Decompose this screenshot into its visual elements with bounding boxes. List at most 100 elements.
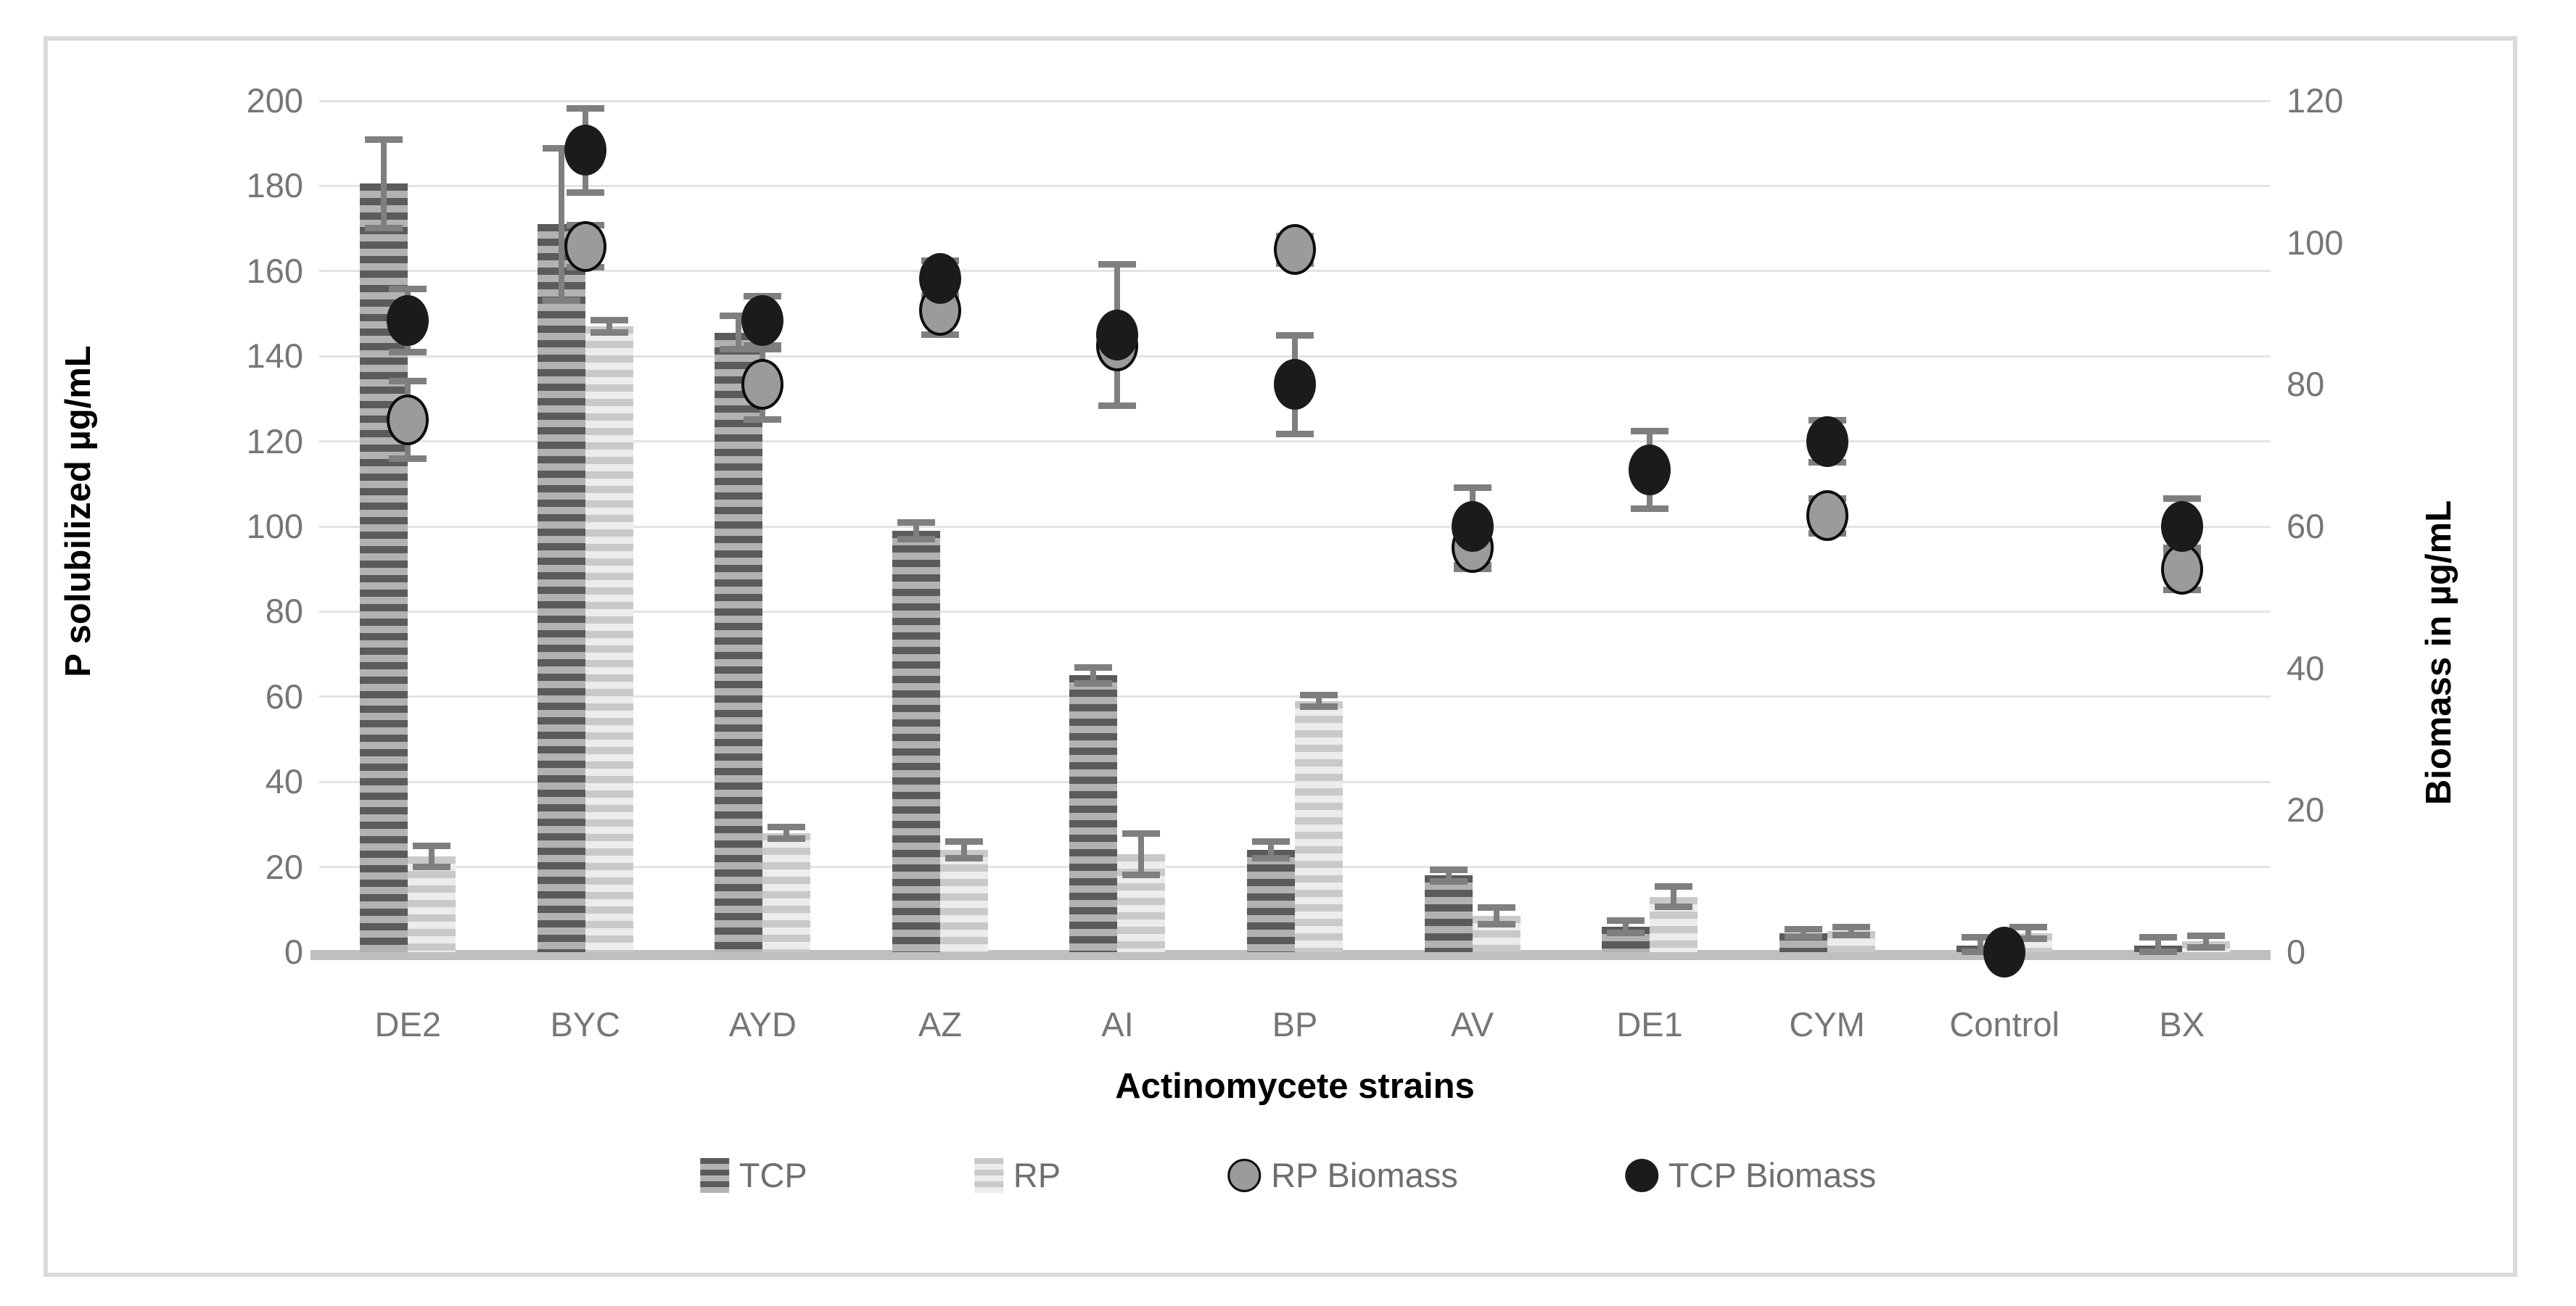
x-axis-baseline [310, 950, 2271, 960]
rp-bar-error [1316, 694, 1322, 708]
rp-bar-error [1832, 931, 1870, 938]
tcp-bar-error [2139, 948, 2177, 955]
legend-item-rp-biomass: RP Biomass [1227, 1154, 1458, 1197]
rp-bar-error [1832, 923, 1870, 930]
rp-biomass-dot [2160, 543, 2203, 595]
left-axis-tick-label: 80 [265, 592, 303, 631]
tcp-bar-error [1429, 878, 1468, 885]
tcp-bar-error [1607, 929, 1645, 936]
rp-bar [939, 850, 988, 952]
tcp-bar-error [1445, 869, 1452, 883]
x-category-label: Control [1949, 1005, 2059, 1043]
rp-bar-error [768, 823, 806, 830]
rp-biomass-dot [387, 394, 429, 446]
tcp-biomass-error [1276, 430, 1314, 437]
tcp-bar-error [542, 144, 580, 152]
rp-bar-error [1477, 904, 1515, 912]
tcp-biomass-dot [741, 295, 784, 347]
rp-biomass-dot [564, 220, 606, 272]
tcp-biomass-error [1098, 261, 1137, 268]
tcp-bar-error [1252, 854, 1290, 861]
tcp-bar-error [558, 147, 564, 301]
tcp-bar-error [1962, 948, 2000, 955]
tcp-bar-error [1607, 917, 1645, 924]
tcp-bar-error [720, 346, 758, 353]
tcp-bar-error [1252, 838, 1290, 846]
rp-bar-error [1655, 883, 1693, 890]
tcp-biomass-swatch-icon [1624, 1159, 1658, 1192]
right-axis-tick-label: 80 [2287, 365, 2325, 404]
right-axis-tick-label: 0 [2287, 933, 2306, 971]
rp-bar-error [413, 863, 451, 870]
tcp-biomass-error [2163, 495, 2201, 502]
tcp-bar-error [2139, 934, 2177, 941]
tcp-biomass-dot [387, 295, 429, 347]
tcp-bar-error [1268, 841, 1274, 859]
left-axis-tick-label: 200 [246, 81, 303, 120]
rp-biomass-error [744, 416, 782, 423]
rp-bar-error [1138, 832, 1145, 876]
tcp-bar-error [1623, 919, 1629, 933]
rp-bar-error [2186, 932, 2225, 939]
tcp-biomass-error [566, 104, 604, 112]
rp-bar-error [2009, 935, 2048, 943]
tcp-biomass-dot [1096, 309, 1139, 360]
rp-biomass-dot [741, 359, 784, 410]
rp-bar-error [1671, 886, 1677, 908]
tcp-biomass-dot [1274, 359, 1316, 410]
tcp-bar-error [1978, 937, 1984, 952]
rp-bar-error [2202, 935, 2209, 948]
tcp-bar-error [1962, 934, 2000, 941]
rp-bar [762, 832, 811, 952]
rp-bar-swatch-icon [974, 1158, 1003, 1193]
tcp-bar-error [381, 139, 387, 229]
tcp-bar-error [1074, 664, 1113, 671]
left-axis-tick-label: 0 [284, 933, 303, 971]
rp-bar-error [945, 838, 983, 846]
rp-bar-error [606, 320, 612, 333]
rp-bar-error [2025, 926, 2032, 940]
legend: TCP RP RP Biomass TCP Biomass [699, 1154, 1877, 1197]
left-axis-tick-label: 20 [265, 847, 303, 886]
rp-bar-error [1300, 703, 1338, 711]
rp-bar [408, 856, 456, 952]
tcp-bar [537, 224, 585, 952]
rp-bar-error [1122, 830, 1161, 837]
tcp-bar-error [897, 519, 935, 526]
rp-bar-error [590, 328, 628, 336]
legend-item-rp: RP [974, 1154, 1061, 1197]
left-axis-tick-label: 40 [265, 762, 303, 801]
tcp-biomass-dot [564, 125, 606, 176]
rp-biomass-error [389, 378, 427, 385]
rp-biomass-dot [1274, 224, 1316, 276]
rp-biomass-error [744, 346, 782, 353]
tcp-bar-error [736, 315, 742, 350]
left-axis-title: P solubilized µg/mL [59, 345, 98, 677]
tcp-bar-error [720, 313, 758, 320]
gridline [319, 184, 2271, 187]
rp-bar-error [945, 854, 983, 861]
rp-bar-error [2186, 944, 2225, 951]
left-axis-tick-label: 160 [246, 251, 303, 290]
legend-label: RP Biomass [1271, 1156, 1458, 1194]
legend-label: TCP Biomass [1668, 1156, 1877, 1194]
tcp-bar-error [1800, 928, 1806, 938]
tcp-bar-error [542, 297, 580, 304]
rp-bar-error [783, 826, 790, 840]
tcp-bar [715, 332, 763, 952]
tcp-bar-error [1784, 933, 1822, 941]
tcp-biomass-error [1453, 484, 1491, 492]
tcp-bar [1069, 675, 1118, 952]
x-category-label: BX [2159, 1005, 2205, 1043]
rp-bar-error [1493, 907, 1499, 925]
gridline [319, 610, 2271, 613]
x-category-label: DE2 [374, 1005, 441, 1043]
rp-biomass-dot [1806, 490, 1848, 542]
rp-bar-error [1848, 926, 1854, 935]
tcp-biomass-error [1276, 331, 1314, 339]
tcp-biomass-error [389, 349, 427, 356]
rp-bar [1295, 700, 1343, 952]
left-axis-tick-label: 100 [246, 507, 303, 545]
tcp-bar-error [1090, 666, 1097, 685]
